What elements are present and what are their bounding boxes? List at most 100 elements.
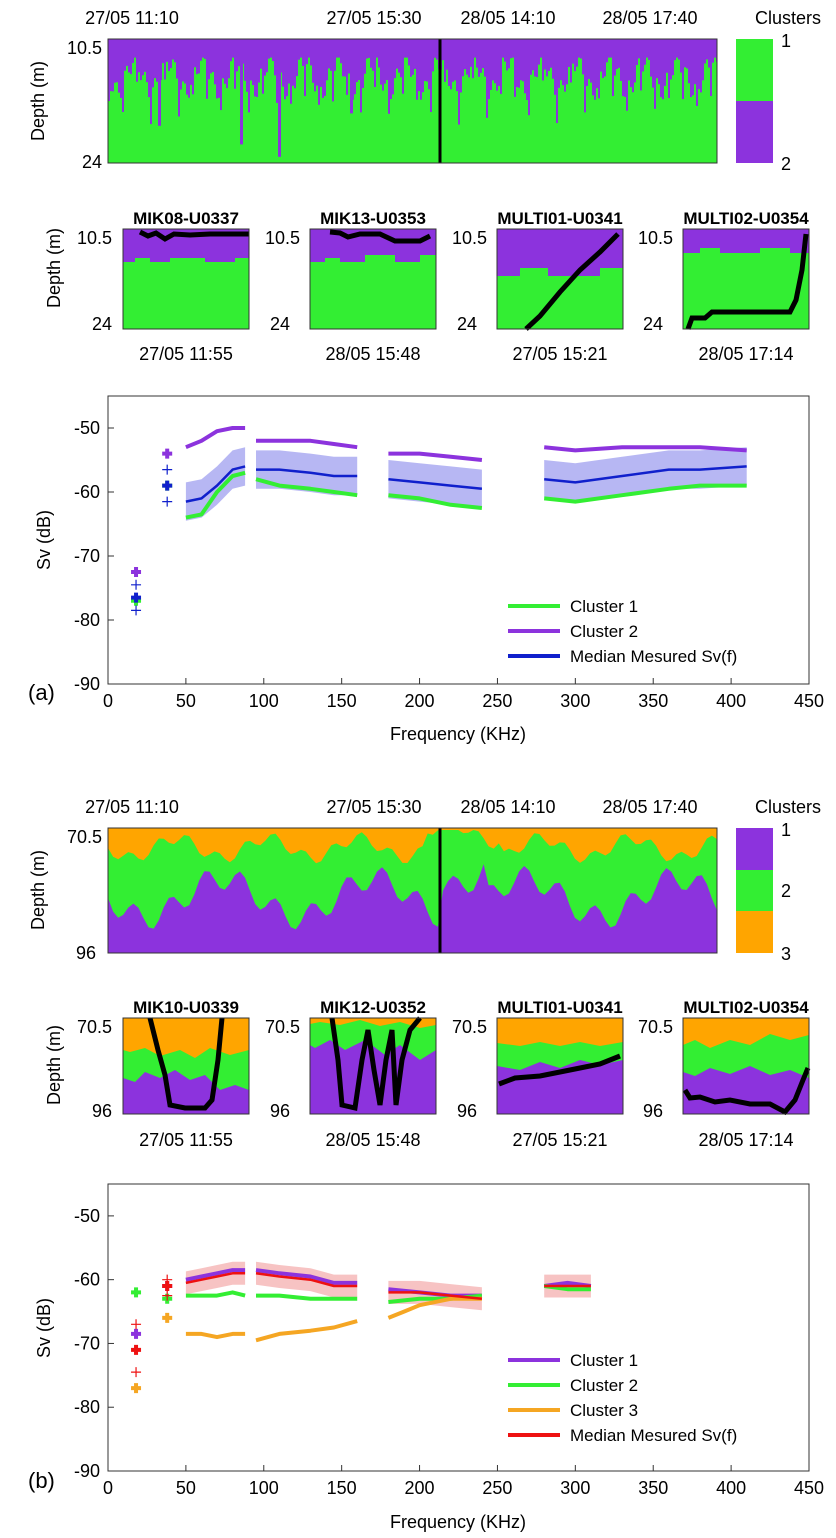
colorbar-title: Clusters bbox=[755, 797, 821, 817]
series-line bbox=[256, 1293, 358, 1301]
series-line bbox=[544, 465, 747, 484]
data-point-marker bbox=[131, 567, 142, 577]
x-tick-label: 200 bbox=[405, 691, 435, 711]
colorbar-cluster-1 bbox=[736, 828, 773, 870]
colorbar-label: 3 bbox=[781, 944, 791, 964]
x-tick-label: 350 bbox=[638, 691, 668, 711]
x-tick-label: 450 bbox=[794, 691, 824, 711]
depth-bottom-label: 96 bbox=[643, 1101, 663, 1121]
depth-bottom-label: 96 bbox=[92, 1101, 112, 1121]
series-line bbox=[255, 1272, 358, 1288]
depth-bottom-label: 24 bbox=[92, 314, 112, 334]
data-point-marker bbox=[131, 1344, 142, 1355]
data-point-marker bbox=[131, 1287, 142, 1298]
depth-top-label: 10.5 bbox=[265, 228, 300, 248]
series-line bbox=[256, 468, 358, 478]
x-tick-label: 200 bbox=[405, 1478, 435, 1498]
depth-bottom-label: 96 bbox=[270, 1101, 290, 1121]
x-tick-label: 0 bbox=[103, 691, 113, 711]
spread-marker bbox=[131, 579, 142, 590]
x-tick-label: 50 bbox=[176, 1478, 196, 1498]
series-line bbox=[185, 1290, 246, 1298]
y-tick-label: -60 bbox=[74, 1270, 100, 1290]
y-tick-label: -50 bbox=[74, 418, 100, 438]
colorbar-label: 1 bbox=[781, 31, 791, 51]
subpanel-title: MIK13-U0353 bbox=[320, 209, 426, 228]
x-tick-label: 100 bbox=[249, 1478, 279, 1498]
subpanel-time: 27/05 11:55 bbox=[139, 1130, 233, 1150]
depth-top-label: 70.5 bbox=[638, 1017, 673, 1037]
data-point-marker bbox=[131, 592, 142, 603]
series-line bbox=[185, 1331, 246, 1340]
depth-top-label: 70.5 bbox=[77, 1017, 112, 1037]
depth-axis-label: Depth (m) bbox=[44, 1025, 64, 1105]
series-line bbox=[543, 445, 747, 453]
subpanel-time: 27/05 15:21 bbox=[512, 1130, 607, 1150]
legend-label: Cluster 2 bbox=[570, 1376, 638, 1395]
depth-bottom-label: 24 bbox=[457, 314, 477, 334]
data-point-marker bbox=[162, 448, 173, 459]
depth-bottom-label: 96 bbox=[76, 943, 96, 963]
data-point-marker bbox=[131, 1328, 142, 1339]
x-tick-label: 50 bbox=[176, 691, 196, 711]
y-tick-label: -60 bbox=[74, 482, 100, 502]
panel-b-overview: 27/05 11:10 27/05 15:30 28/05 14:10 28/0… bbox=[28, 797, 821, 964]
legend-label: Cluster 1 bbox=[570, 597, 638, 616]
x-axis-label: Frequency (KHz) bbox=[390, 724, 526, 744]
series-line bbox=[388, 451, 483, 462]
x-tick-label: 100 bbox=[249, 691, 279, 711]
y-tick-label: -70 bbox=[74, 1333, 100, 1353]
spread-marker bbox=[131, 605, 142, 616]
panel-label: (a) bbox=[28, 680, 55, 705]
x-tick-label: 150 bbox=[327, 1478, 357, 1498]
series-line bbox=[543, 483, 747, 504]
legend-label: Cluster 3 bbox=[570, 1401, 638, 1420]
depth-top-label: 10.5 bbox=[638, 228, 673, 248]
time-label: 27/05 15:30 bbox=[326, 797, 421, 817]
y-tick-label: -90 bbox=[74, 674, 100, 694]
time-label: 27/05 11:10 bbox=[85, 8, 179, 28]
series-line bbox=[255, 1268, 358, 1285]
x-tick-label: 400 bbox=[716, 1478, 746, 1498]
x-tick-label: 0 bbox=[103, 1478, 113, 1498]
depth-bottom-label: 24 bbox=[270, 314, 290, 334]
series-line bbox=[255, 1319, 358, 1343]
colorbar-cluster-2 bbox=[736, 101, 773, 163]
time-label: 28/05 14:10 bbox=[460, 797, 555, 817]
depth-bottom-label: 24 bbox=[643, 314, 663, 334]
plot-frame bbox=[107, 38, 718, 164]
subpanel-time: 28/05 15:48 bbox=[325, 1130, 420, 1150]
plot-frame bbox=[107, 395, 810, 685]
cluster-image bbox=[108, 828, 717, 953]
sv-chart-b: 0 50 100 150 200 250 300 350 400 450 -90 -80 -70 -60 -… bbox=[28, 1183, 824, 1532]
depth-top-label: 10.5 bbox=[77, 228, 112, 248]
y-tick-label: -70 bbox=[74, 546, 100, 566]
panel-label: (b) bbox=[28, 1468, 55, 1493]
subpanel-title: MIK10-U0339 bbox=[133, 998, 239, 1017]
x-tick-label: 400 bbox=[716, 691, 746, 711]
series-line bbox=[387, 1296, 482, 1320]
plot-frame bbox=[107, 1183, 810, 1472]
subpanel-time: 28/05 17:14 bbox=[698, 1130, 793, 1150]
colorbar-label: 1 bbox=[781, 820, 791, 840]
time-label: 27/05 15:30 bbox=[326, 8, 421, 28]
series-line bbox=[185, 1272, 246, 1285]
subpanel-title: MULTI01-U0341 bbox=[497, 998, 622, 1017]
depth-axis-label: Depth (m) bbox=[28, 850, 48, 930]
legend-label: Cluster 1 bbox=[570, 1351, 638, 1370]
colorbar-cluster-3 bbox=[736, 911, 773, 953]
depth-bottom-label: 24 bbox=[82, 152, 102, 172]
x-tick-label: 250 bbox=[482, 691, 512, 711]
x-tick-label: 350 bbox=[638, 1478, 668, 1498]
colorbar-title: Clusters bbox=[755, 8, 821, 28]
subpanel-title: MULTI02-U0354 bbox=[683, 209, 809, 228]
x-tick-label: 250 bbox=[482, 1478, 512, 1498]
legend-label: Median Mesured Sv(f) bbox=[570, 647, 737, 666]
series-line bbox=[256, 438, 358, 450]
x-tick-label: 450 bbox=[794, 1478, 824, 1498]
spread-marker bbox=[162, 464, 173, 475]
y-axis-label: Sv (dB) bbox=[34, 1298, 54, 1358]
time-label: 28/05 14:10 bbox=[460, 8, 555, 28]
x-tick-label: 300 bbox=[560, 1478, 590, 1498]
